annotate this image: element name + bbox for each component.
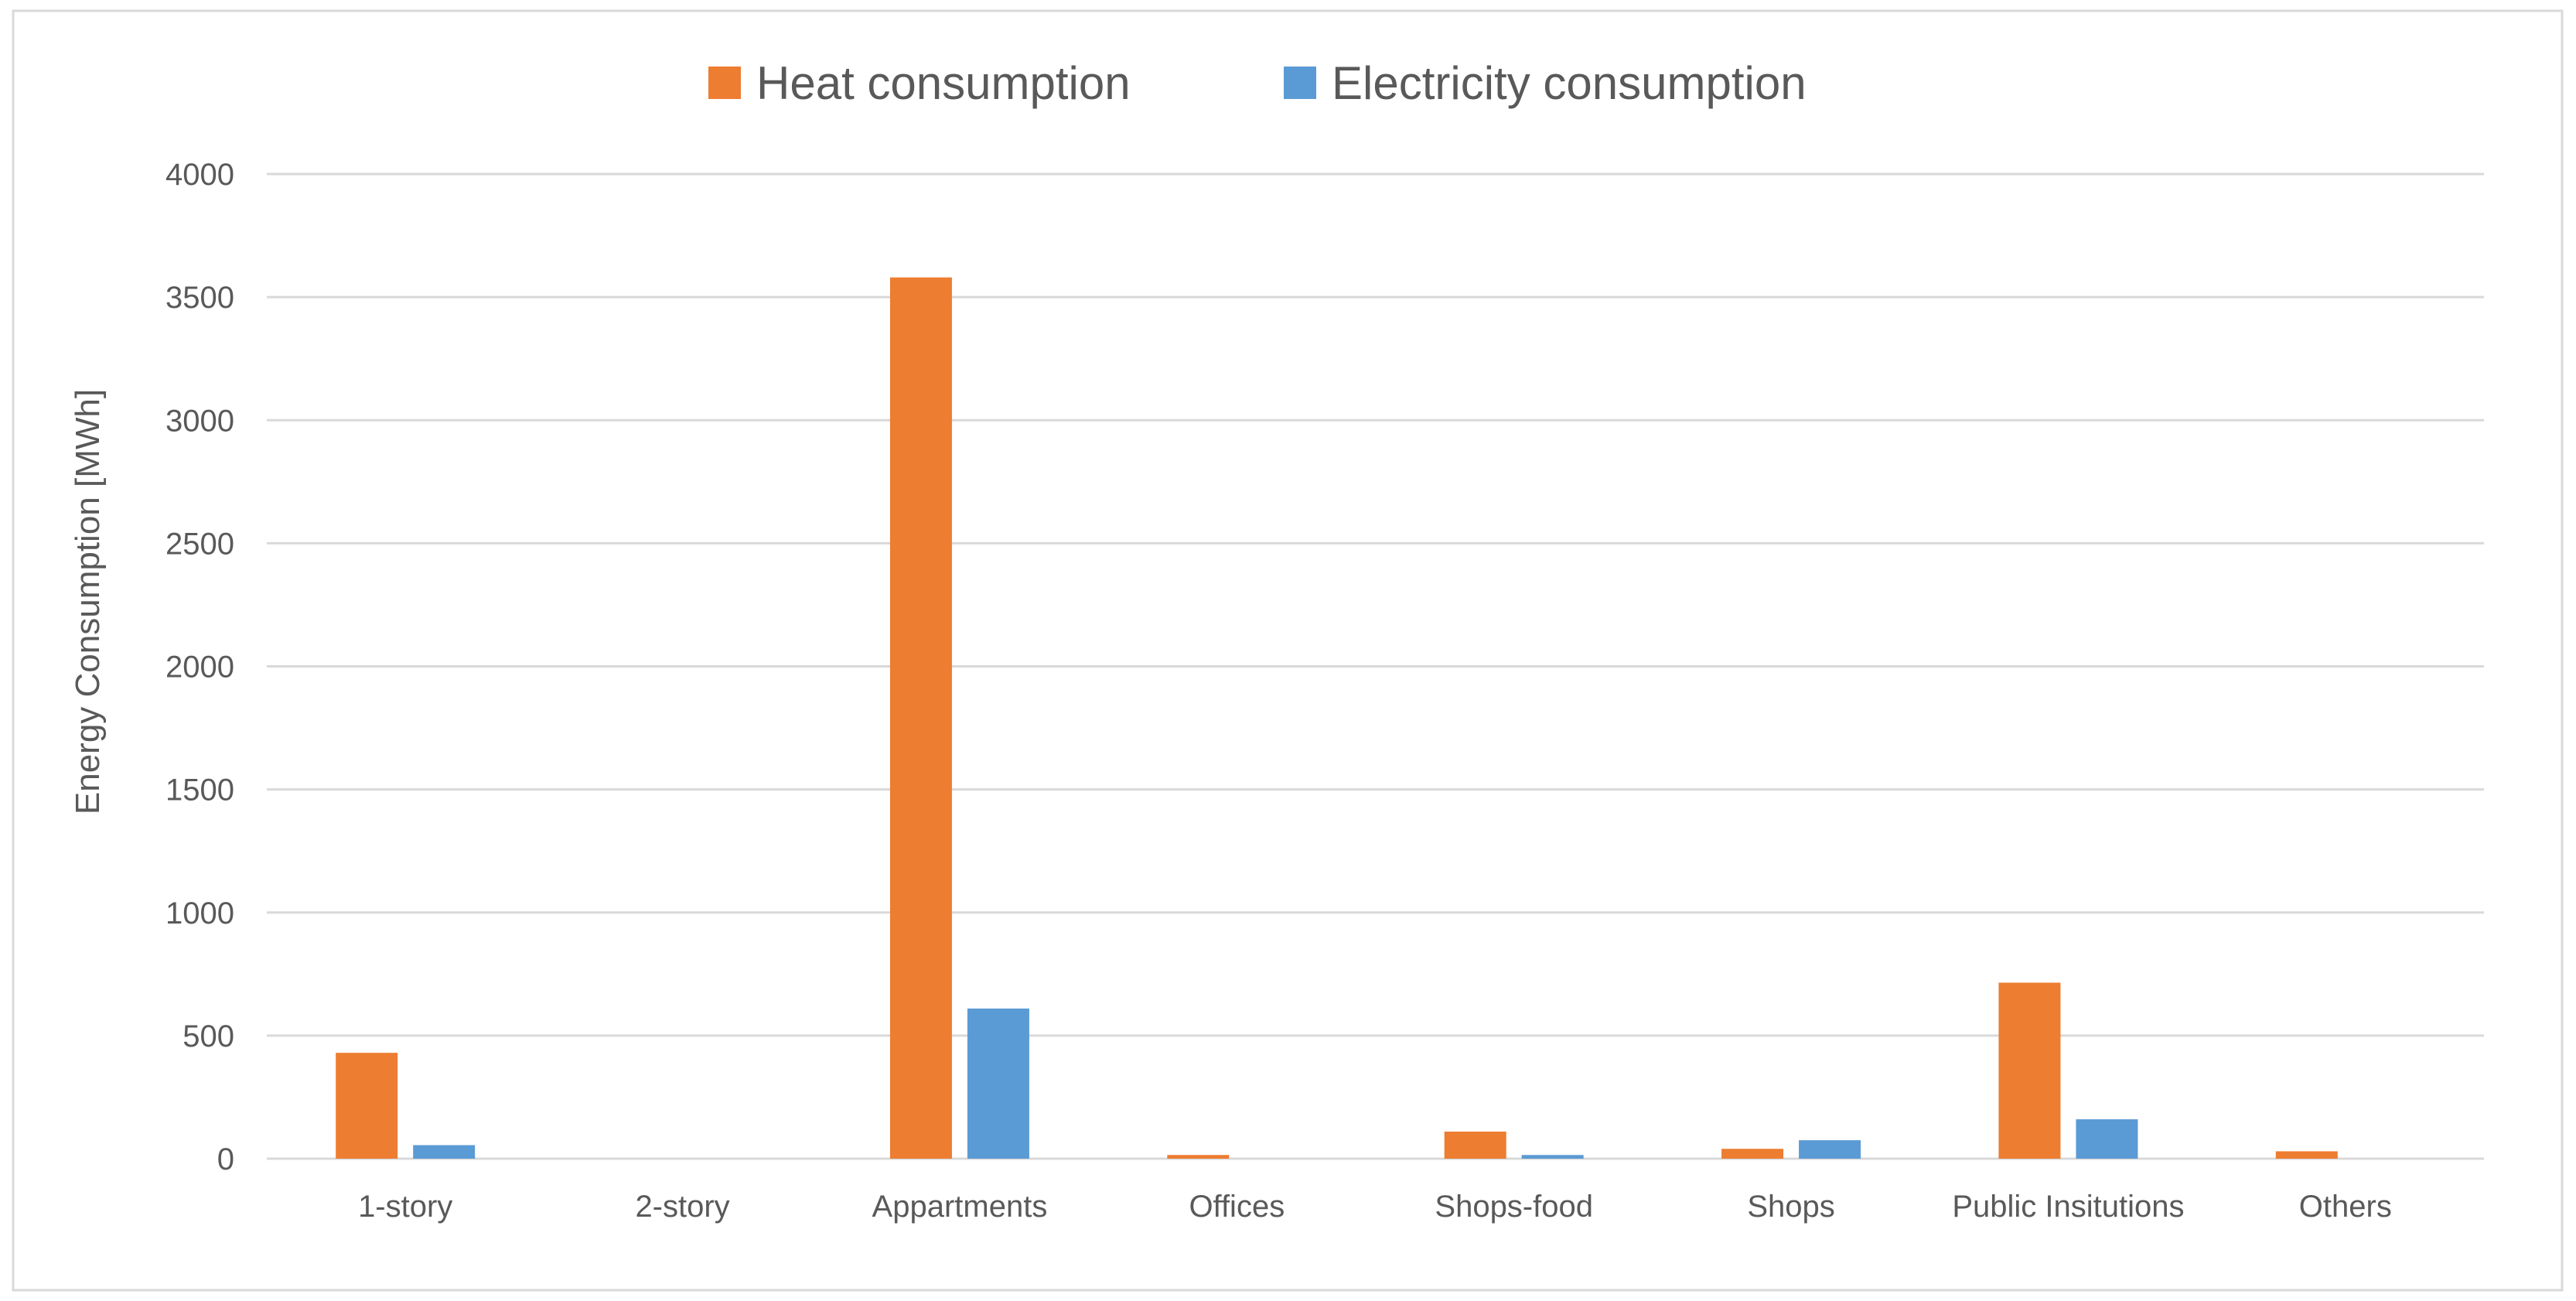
bar-electricity-shops bbox=[1799, 1140, 1861, 1159]
x-tick-label: 2-story bbox=[635, 1190, 729, 1224]
y-axis-tick-labels: 0 500 1000 1500 2000 2500 3000 3500 4000 bbox=[165, 158, 234, 1176]
y-axis-title: Energy Consumption [MWh] bbox=[69, 389, 107, 814]
x-tick-label: Shops bbox=[1747, 1190, 1834, 1224]
y-tick-label: 1000 bbox=[165, 896, 234, 931]
chart-border bbox=[12, 9, 2564, 1292]
x-tick-label: Appartments bbox=[872, 1190, 1048, 1224]
x-tick-label: Offices bbox=[1189, 1190, 1285, 1224]
legend-swatch-heat bbox=[708, 67, 741, 99]
legend-label-heat: Heat consumption bbox=[756, 57, 1131, 109]
bar-heat-others bbox=[2275, 1151, 2338, 1159]
legend-item-heat: Heat consumption bbox=[708, 57, 1131, 109]
bar-heat-shops bbox=[1721, 1149, 1784, 1159]
x-tick-label: Others bbox=[2299, 1190, 2392, 1224]
bar-electricity-shops-food bbox=[1521, 1155, 1584, 1159]
y-tick-label: 2000 bbox=[165, 650, 234, 685]
x-tick-label: Public Insitutions bbox=[1952, 1190, 2184, 1224]
bar-heat-shops-food bbox=[1444, 1131, 1506, 1159]
bar-electricity-appartments bbox=[967, 1008, 1029, 1159]
x-tick-label: Shops-food bbox=[1435, 1190, 1593, 1224]
y-tick-label: 1500 bbox=[165, 773, 234, 808]
bar-heat-public-insitutions bbox=[1998, 982, 2061, 1159]
y-tick-label: 3000 bbox=[165, 404, 234, 438]
y-tick-label: 3500 bbox=[165, 281, 234, 315]
legend-item-electricity: Electricity consumption bbox=[1284, 57, 1807, 109]
y-tick-label: 2500 bbox=[165, 527, 234, 561]
legend-swatch-electricity bbox=[1284, 67, 1316, 99]
bar-electricity-1-story bbox=[413, 1145, 476, 1159]
bars bbox=[336, 277, 2338, 1159]
x-axis-tick-labels: 1-story 2-story Appartments Offices Shops-fo… bbox=[358, 1190, 2392, 1224]
bar-heat-offices bbox=[1167, 1155, 1230, 1159]
bar-heat-appartments bbox=[889, 277, 952, 1159]
y-tick-label: 0 bbox=[217, 1142, 234, 1176]
bar-heat-1-story bbox=[336, 1053, 398, 1159]
y-tick-label: 500 bbox=[183, 1019, 234, 1053]
legend: Heat consumption Electricity consumption bbox=[708, 57, 1807, 109]
legend-label-electricity: Electricity consumption bbox=[1332, 57, 1807, 109]
y-tick-label: 4000 bbox=[165, 158, 234, 192]
bar-electricity-public-insitutions bbox=[2076, 1119, 2138, 1159]
x-tick-label: 1-story bbox=[358, 1190, 452, 1224]
